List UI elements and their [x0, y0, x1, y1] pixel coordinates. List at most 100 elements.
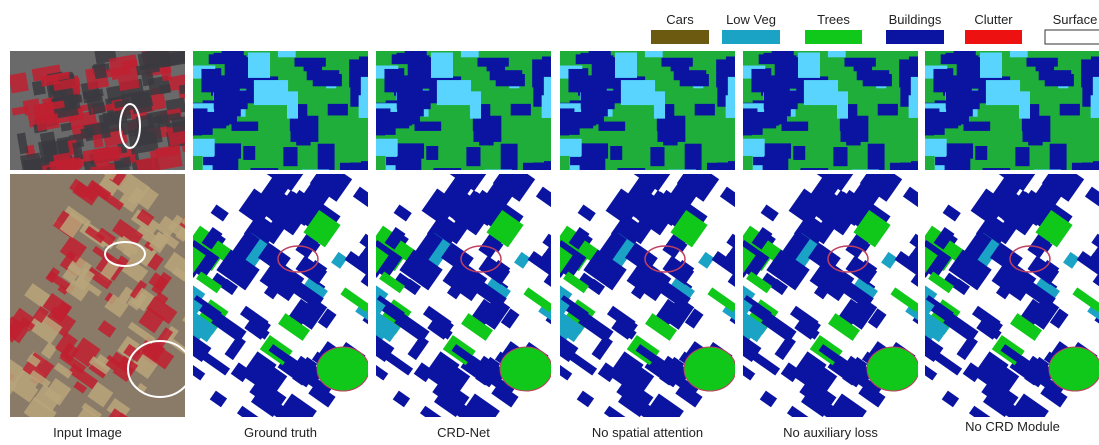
map-region	[986, 80, 1020, 105]
map-region	[470, 91, 481, 118]
highlight	[1049, 347, 1099, 391]
map-region	[287, 91, 298, 118]
panels	[0, 38, 1099, 440]
caption: Ground truth	[244, 425, 317, 440]
map-region	[232, 122, 259, 131]
map-region	[551, 139, 582, 156]
map-region	[367, 139, 398, 156]
map-region	[916, 139, 947, 156]
map-region	[759, 54, 788, 64]
map-region	[980, 52, 1002, 77]
map-region	[551, 119, 570, 136]
map-region	[487, 63, 505, 71]
map-region	[695, 104, 715, 116]
map-region	[650, 147, 664, 166]
map-region	[621, 80, 655, 105]
map-region	[935, 157, 963, 165]
map-region	[734, 119, 753, 136]
segmentation-map	[179, 38, 391, 190]
map-region	[685, 144, 702, 170]
legend-label: Cars	[666, 12, 694, 27]
map-region	[599, 122, 626, 131]
map-region	[1015, 147, 1029, 166]
image-patch	[159, 84, 171, 94]
map-region	[254, 80, 288, 105]
image-patch	[9, 72, 29, 93]
map-region	[1036, 63, 1054, 71]
map-region	[751, 69, 770, 92]
map-region	[734, 139, 765, 156]
map-region	[461, 38, 479, 57]
map-region	[654, 91, 665, 118]
map-region	[496, 74, 525, 86]
map-region	[804, 80, 838, 105]
legend-swatch	[651, 30, 709, 44]
map-region	[313, 74, 342, 86]
segmentation-map	[362, 38, 574, 190]
map-region	[933, 69, 952, 92]
map-region	[854, 63, 872, 71]
map-region	[243, 146, 255, 160]
map-region	[386, 157, 414, 165]
map-region	[615, 52, 637, 77]
map-region	[318, 144, 335, 170]
map-region	[1091, 95, 1099, 118]
highlight	[867, 347, 919, 391]
legend-label: Low Veg	[726, 12, 776, 27]
map-region	[466, 147, 480, 166]
map-region	[764, 90, 798, 109]
legend-swatch	[805, 30, 862, 44]
map-region	[283, 147, 297, 166]
legend-swatch	[722, 30, 780, 44]
map-region	[1045, 74, 1074, 86]
map-region	[328, 104, 348, 116]
legend-swatch	[1045, 30, 1099, 44]
segmentation-map	[911, 38, 1099, 190]
legend-label: Buildings	[889, 12, 942, 27]
map-region	[1019, 91, 1030, 118]
map-region	[610, 146, 622, 160]
legend-label: Trees	[817, 12, 850, 27]
map-region	[833, 147, 847, 166]
caption: No spatial attention	[592, 425, 703, 440]
map-region	[837, 91, 848, 118]
map-region	[798, 52, 820, 77]
map-region	[278, 38, 296, 57]
caption: No CRD Module	[965, 419, 1060, 434]
map-region	[570, 157, 598, 165]
map-region	[209, 54, 238, 64]
legend-swatch	[965, 30, 1022, 44]
map-region	[397, 90, 431, 109]
caption: No auxiliary loss	[783, 425, 878, 440]
map-region	[415, 122, 442, 131]
map-region	[1060, 104, 1080, 116]
map-region	[782, 122, 809, 131]
map-region	[878, 104, 898, 116]
map-region	[568, 69, 587, 92]
map-region	[671, 63, 689, 71]
map-region	[975, 146, 987, 160]
caption: Input Image	[53, 425, 122, 440]
map-region	[248, 52, 270, 77]
figure: CarsLow VegTreesBuildingsClutterSurface …	[0, 0, 1099, 440]
map-region	[946, 90, 980, 109]
input-image	[9, 40, 208, 192]
map-region	[868, 144, 885, 170]
map-region	[916, 119, 935, 136]
image-patch	[179, 84, 189, 94]
map-region	[184, 139, 215, 156]
map-region	[203, 157, 231, 165]
map-region	[214, 90, 248, 109]
map-region	[501, 144, 518, 170]
map-region	[793, 146, 805, 160]
map-region	[511, 104, 531, 116]
map-region	[576, 54, 605, 64]
map-region	[304, 63, 322, 71]
captions: Input ImageGround truthCRD-NetNo spatial…	[53, 419, 1060, 440]
map-region	[184, 119, 203, 136]
map-region	[941, 54, 970, 64]
image-patch	[20, 153, 42, 175]
highlight	[500, 347, 552, 391]
map-region	[201, 69, 220, 92]
highlight	[317, 347, 369, 391]
